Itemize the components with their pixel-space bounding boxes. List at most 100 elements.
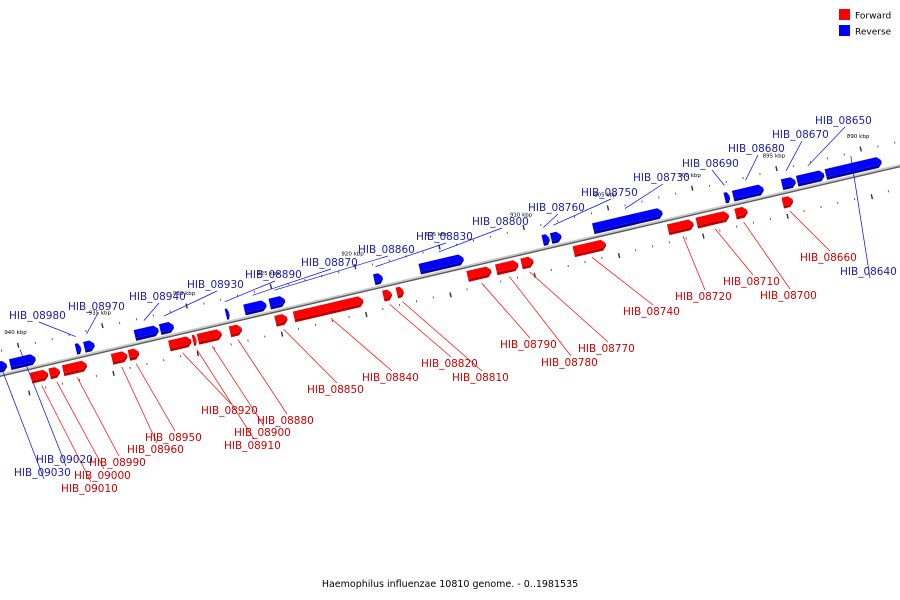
gene-label: HIB_09020 xyxy=(36,454,93,466)
tick-mark xyxy=(365,311,368,318)
tick-mark xyxy=(690,185,694,191)
gene-label: HIB_09030 xyxy=(14,467,71,479)
gene-label: HIB_08660 xyxy=(800,252,857,264)
backbone-shadow xyxy=(0,165,900,377)
gene-arrow-top xyxy=(795,170,824,184)
gene-arrow-top xyxy=(228,324,242,335)
label-leader xyxy=(714,228,754,276)
gene-arrow xyxy=(549,231,562,244)
label-leader xyxy=(86,312,99,335)
gene-arrow-side xyxy=(135,328,159,341)
legend-forward-swatch xyxy=(839,9,850,20)
gene-arrow-side xyxy=(169,339,192,352)
gene-arrow-top xyxy=(110,351,127,362)
label-leader xyxy=(121,366,158,444)
gene-arrow-side xyxy=(574,242,607,258)
gene-label: HIB_08960 xyxy=(127,444,184,456)
label-leader xyxy=(624,183,664,209)
gene-arrow xyxy=(824,157,882,180)
gene-label: HIB_08950 xyxy=(145,432,202,444)
gene-arrow xyxy=(781,196,794,209)
gene-label: HIB_08840 xyxy=(362,372,419,384)
gene-arrow xyxy=(61,360,88,377)
label-leader xyxy=(785,140,803,172)
gene-arrow xyxy=(734,206,748,220)
gene-arrow-side xyxy=(733,187,764,202)
gene-arrow xyxy=(158,322,175,336)
gene-arrow-top xyxy=(0,360,7,372)
gene-arrow xyxy=(780,177,796,191)
gene-arrow-top xyxy=(666,219,694,233)
gene-arrow xyxy=(520,256,534,270)
legend-forward-label: Forward xyxy=(855,12,891,22)
gene-arrow-side xyxy=(84,343,95,353)
gene-arrow-top xyxy=(8,354,36,368)
gene-labels: HIB_08640 HIB_08650 HIB_08670 HIB_08660 HIB_… xyxy=(9,115,897,495)
gene-arrow-side xyxy=(294,299,364,323)
label-leader xyxy=(283,328,338,384)
gene-arrow-side xyxy=(226,312,230,320)
tick-label: 915 kbp xyxy=(426,232,449,238)
gene-label: HIB_08990 xyxy=(89,457,146,469)
gene-arrow-side xyxy=(270,299,286,310)
gene-arrow xyxy=(110,351,128,365)
label-leader xyxy=(0,363,45,480)
gene-arrow-top xyxy=(734,206,748,217)
gene-arrow xyxy=(382,289,393,302)
gene-label: HIB_08830 xyxy=(416,231,473,243)
gene-arrow-top xyxy=(382,289,392,299)
gene-arrow xyxy=(74,343,82,355)
label-leader xyxy=(509,276,572,357)
gene-arrow-side xyxy=(543,237,550,246)
label-leader xyxy=(553,198,612,226)
gene-arrow-top xyxy=(520,256,533,267)
tick-mark xyxy=(112,370,115,376)
gene-label: HIB_08900 xyxy=(234,427,291,439)
gene-label: HIB_08780 xyxy=(541,357,598,369)
tick-label: 890 kbp xyxy=(847,134,870,140)
gene-label: HIB_08790 xyxy=(500,339,557,351)
gene-arrow-top xyxy=(541,234,550,243)
gene-label: HIB_08980 xyxy=(9,310,66,322)
gene-arrow xyxy=(466,266,492,282)
gene-arrow xyxy=(695,211,730,229)
gene-arrow-side xyxy=(374,276,383,286)
gene-arrow-top xyxy=(695,211,729,226)
gene-label: HIB_08720 xyxy=(675,291,732,303)
gene-arrow xyxy=(274,314,288,327)
label-leader xyxy=(237,339,288,415)
backbone-line xyxy=(0,164,900,376)
gene-label: HIB_08890 xyxy=(245,269,302,281)
gene-arrow-side xyxy=(593,211,663,235)
gene-arrow-top xyxy=(731,184,764,199)
gene-arrow-side xyxy=(383,292,393,302)
tick-label: 940 kbp xyxy=(4,330,27,336)
label-leader xyxy=(711,169,725,186)
label-leader xyxy=(38,321,76,337)
tick-label: 895 kbp xyxy=(763,153,786,159)
label-leader xyxy=(375,242,447,267)
gene-arrow-top xyxy=(274,314,287,324)
gene-arrow-side xyxy=(76,346,82,355)
gene-arrow-side xyxy=(198,332,222,345)
gene-arrow-side xyxy=(112,354,128,365)
gene-arrow-top xyxy=(723,192,730,201)
map-caption: Haemophilus influenzae 10810 genome. - 0… xyxy=(322,579,578,590)
gene-arrow-side xyxy=(129,351,140,361)
gene-label: HIB_08970 xyxy=(68,301,125,313)
gene-arrow-top xyxy=(466,266,491,279)
tick-label: 925 kbp xyxy=(257,271,280,277)
label-leader xyxy=(481,282,531,339)
gene-label: HIB_08820 xyxy=(421,358,478,370)
label-leader xyxy=(330,317,393,372)
label-leader xyxy=(743,221,791,290)
label-leader xyxy=(529,271,609,343)
gene-arrow xyxy=(268,296,286,310)
label-leader xyxy=(543,213,559,228)
gene-arrow-side xyxy=(276,317,288,327)
label-leader xyxy=(389,304,452,358)
gene-arrow-top xyxy=(127,348,139,358)
gene-arrow xyxy=(243,300,267,316)
gene-arrow xyxy=(168,336,192,352)
tick-mark xyxy=(702,233,705,239)
